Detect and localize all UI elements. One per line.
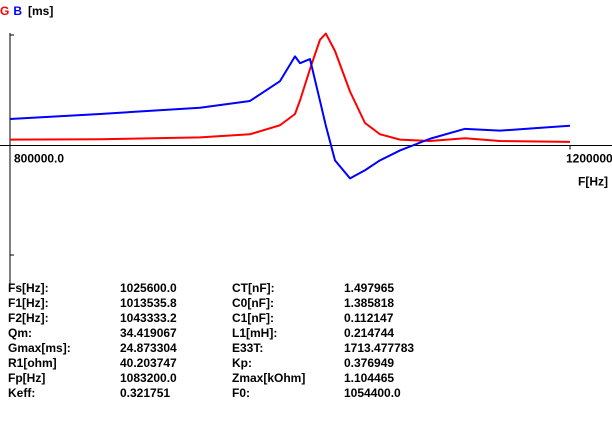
parameter-row: F1[Hz]: 1013535.8 C0[nF]: 1.385818 <box>8 296 414 311</box>
parameter-name: F2[Hz]: <box>8 311 49 325</box>
legend-entry: G <box>0 4 9 18</box>
parameter-value: 1713.477783 <box>344 341 415 355</box>
series-line <box>9 55 571 180</box>
parameter-name: F1[Hz]: <box>8 296 49 310</box>
parameter-value: 1013535.8 <box>120 296 177 310</box>
parameter-row: R1[ohm] 40.203747 Kp: 0.376949 <box>8 356 414 371</box>
parameter-name: Fs[Hz]: <box>8 281 49 295</box>
parameter-value: 1.385818 <box>344 296 395 310</box>
parameter-name: Fp[Hz] <box>8 371 46 385</box>
parameter-value: 0.112147 <box>344 311 394 325</box>
chart: G B [ms] 800000.0 1200000. F[Hz] <box>0 4 612 285</box>
y-axis-label: [ms] <box>28 4 53 18</box>
parameter-table: Fs[Hz]: 1025600.0 CT[nF]: 1.497965 F1[Hz]: 10… <box>8 281 414 401</box>
parameter-row: Fs[Hz]: 1025600.0 CT[nF]: 1.497965 <box>8 281 414 296</box>
parameter-value: 1.104465 <box>344 371 395 385</box>
parameter-name: Gmax[ms]: <box>8 341 71 355</box>
parameter-value: 0.214744 <box>344 326 395 340</box>
parameter-name: Keff: <box>8 386 36 400</box>
parameter-row: Fp[Hz] 1083200.0 Zmax[kOhm] 1.104465 <box>8 371 414 386</box>
series-line <box>9 32 571 143</box>
parameter-value: 1054400.0 <box>344 386 401 400</box>
legend-entry: B <box>13 4 22 18</box>
parameter-value: 40.203747 <box>120 356 177 370</box>
parameter-name: Qm: <box>8 326 32 340</box>
parameter-row: Keff: 0.321751 F0: 1054400.0 <box>8 386 414 401</box>
parameter-name: C0[nF]: <box>232 296 274 310</box>
x-axis-label: F[Hz] <box>578 175 608 189</box>
parameter-name: Zmax[kOhm] <box>232 371 306 385</box>
parameter-row: Gmax[ms]: 24.873304 E33T: 1713.477783 <box>8 341 414 356</box>
x-tick-label: 1200000. <box>566 152 612 166</box>
parameter-value: 0.376949 <box>344 356 395 370</box>
parameter-value: 0.321751 <box>120 386 171 400</box>
parameter-name: Kp: <box>232 356 252 370</box>
parameter-value: 1083200.0 <box>120 371 177 385</box>
parameter-value: 1043333.2 <box>120 311 177 325</box>
parameter-value: 24.873304 <box>120 341 177 355</box>
parameter-row: Qm: 34.419067 L1[mH]: 0.214744 <box>8 326 414 341</box>
parameter-name: L1[mH]: <box>232 326 278 340</box>
parameter-row: F2[Hz]: 1043333.2 C1[nF]: 0.112147 <box>8 311 414 326</box>
parameter-name: CT[nF]: <box>232 281 275 295</box>
parameter-name: F0: <box>232 386 250 400</box>
parameter-value: 34.419067 <box>120 326 177 340</box>
x-tick-label: 800000.0 <box>14 152 64 166</box>
parameter-value: 1.497965 <box>344 281 395 295</box>
parameter-value: 1025600.0 <box>120 281 177 295</box>
parameter-name: C1[nF]: <box>232 311 274 325</box>
parameter-name: R1[ohm] <box>8 356 57 370</box>
parameter-name: E33T: <box>232 341 264 355</box>
